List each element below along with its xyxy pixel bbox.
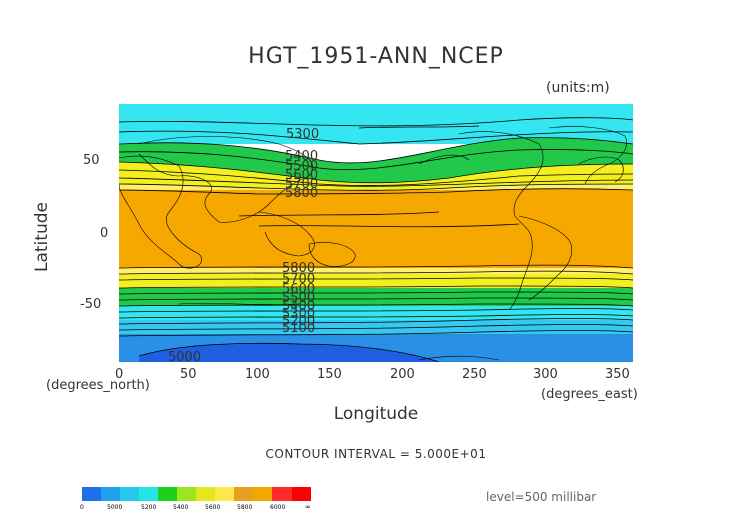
colorbar (82, 487, 311, 501)
contour-label-5300-s: 5300 (282, 307, 316, 322)
band-lightblue-south (119, 320, 633, 334)
cb-label-5600: 5600 (205, 504, 221, 511)
cb-label-6000: 6000 (270, 504, 286, 511)
contour-label-5000-s: 5000 (168, 350, 202, 365)
contour-label-5400-n: 5400 (285, 149, 319, 164)
contour-label-5200-s: 5200 (282, 314, 316, 329)
map-title: HGT_1951-ANN_NCEP (248, 44, 504, 69)
band-green-south (119, 288, 633, 306)
y-tick-minus50: -50 (80, 297, 102, 312)
contour-label-5800-s: 5800 (282, 261, 316, 276)
x-tick-0: 0 (115, 367, 124, 382)
cb-label-0: 0 (80, 504, 84, 511)
x-tick-200: 200 (390, 367, 415, 382)
orange-north-edge (119, 188, 633, 194)
contour-label-5500-s: 5500 (282, 291, 316, 306)
band-deepblue-south (139, 343, 439, 362)
band-yellow-north (119, 162, 633, 191)
contour-label-5700-n: 5700 (285, 177, 319, 192)
contour-label-5300-n: 5300 (286, 127, 320, 142)
y-tick-50: 50 (83, 153, 100, 168)
contour-label-5400-s: 5400 (282, 299, 316, 314)
coastlines (119, 126, 627, 361)
contour-label-5100-s: 5100 (282, 321, 316, 336)
x-tick-350: 350 (605, 367, 630, 382)
contour-label-5500-n: 5500 (285, 159, 319, 174)
contour-interval: CONTOUR INTERVAL = 5.000E+01 (265, 447, 487, 461)
band-blue-south-edge (419, 334, 633, 354)
x-note-right: (degrees_east) (541, 387, 638, 402)
x-tick-250: 250 (462, 367, 487, 382)
contour-lines (119, 117, 633, 362)
contour-map (119, 104, 633, 362)
cb-label-5800: 5800 (237, 504, 253, 511)
contour-label-5800-n: 5800 (285, 186, 319, 201)
contour-label-5700-s: 5700 (282, 272, 316, 287)
contour-label-5600-n: 5600 (285, 168, 319, 183)
x-tick-150: 150 (317, 367, 342, 382)
contour-label-5600-s: 5600 (282, 282, 316, 297)
x-tick-300: 300 (533, 367, 558, 382)
x-axis-label: Longitude (333, 404, 419, 424)
band-yellow-south (119, 274, 633, 288)
units-label: (units:m) (546, 80, 610, 96)
cb-label-5000: 5000 (107, 504, 123, 511)
level-label: level=500 millibar (486, 490, 597, 504)
x-tick-100: 100 (245, 367, 270, 382)
cb-label-infinity: ∞ (305, 503, 311, 511)
x-tick-50: 50 (180, 367, 197, 382)
band-cyan-south (119, 306, 633, 320)
cb-label-5200: 5200 (141, 504, 157, 511)
y-axis-label: Latitude (32, 202, 52, 272)
x-note-left: (degrees_north) (46, 378, 150, 393)
band-green-north (119, 137, 633, 183)
y-tick-0: 0 (100, 226, 109, 241)
cb-label-5400: 5400 (173, 504, 189, 511)
